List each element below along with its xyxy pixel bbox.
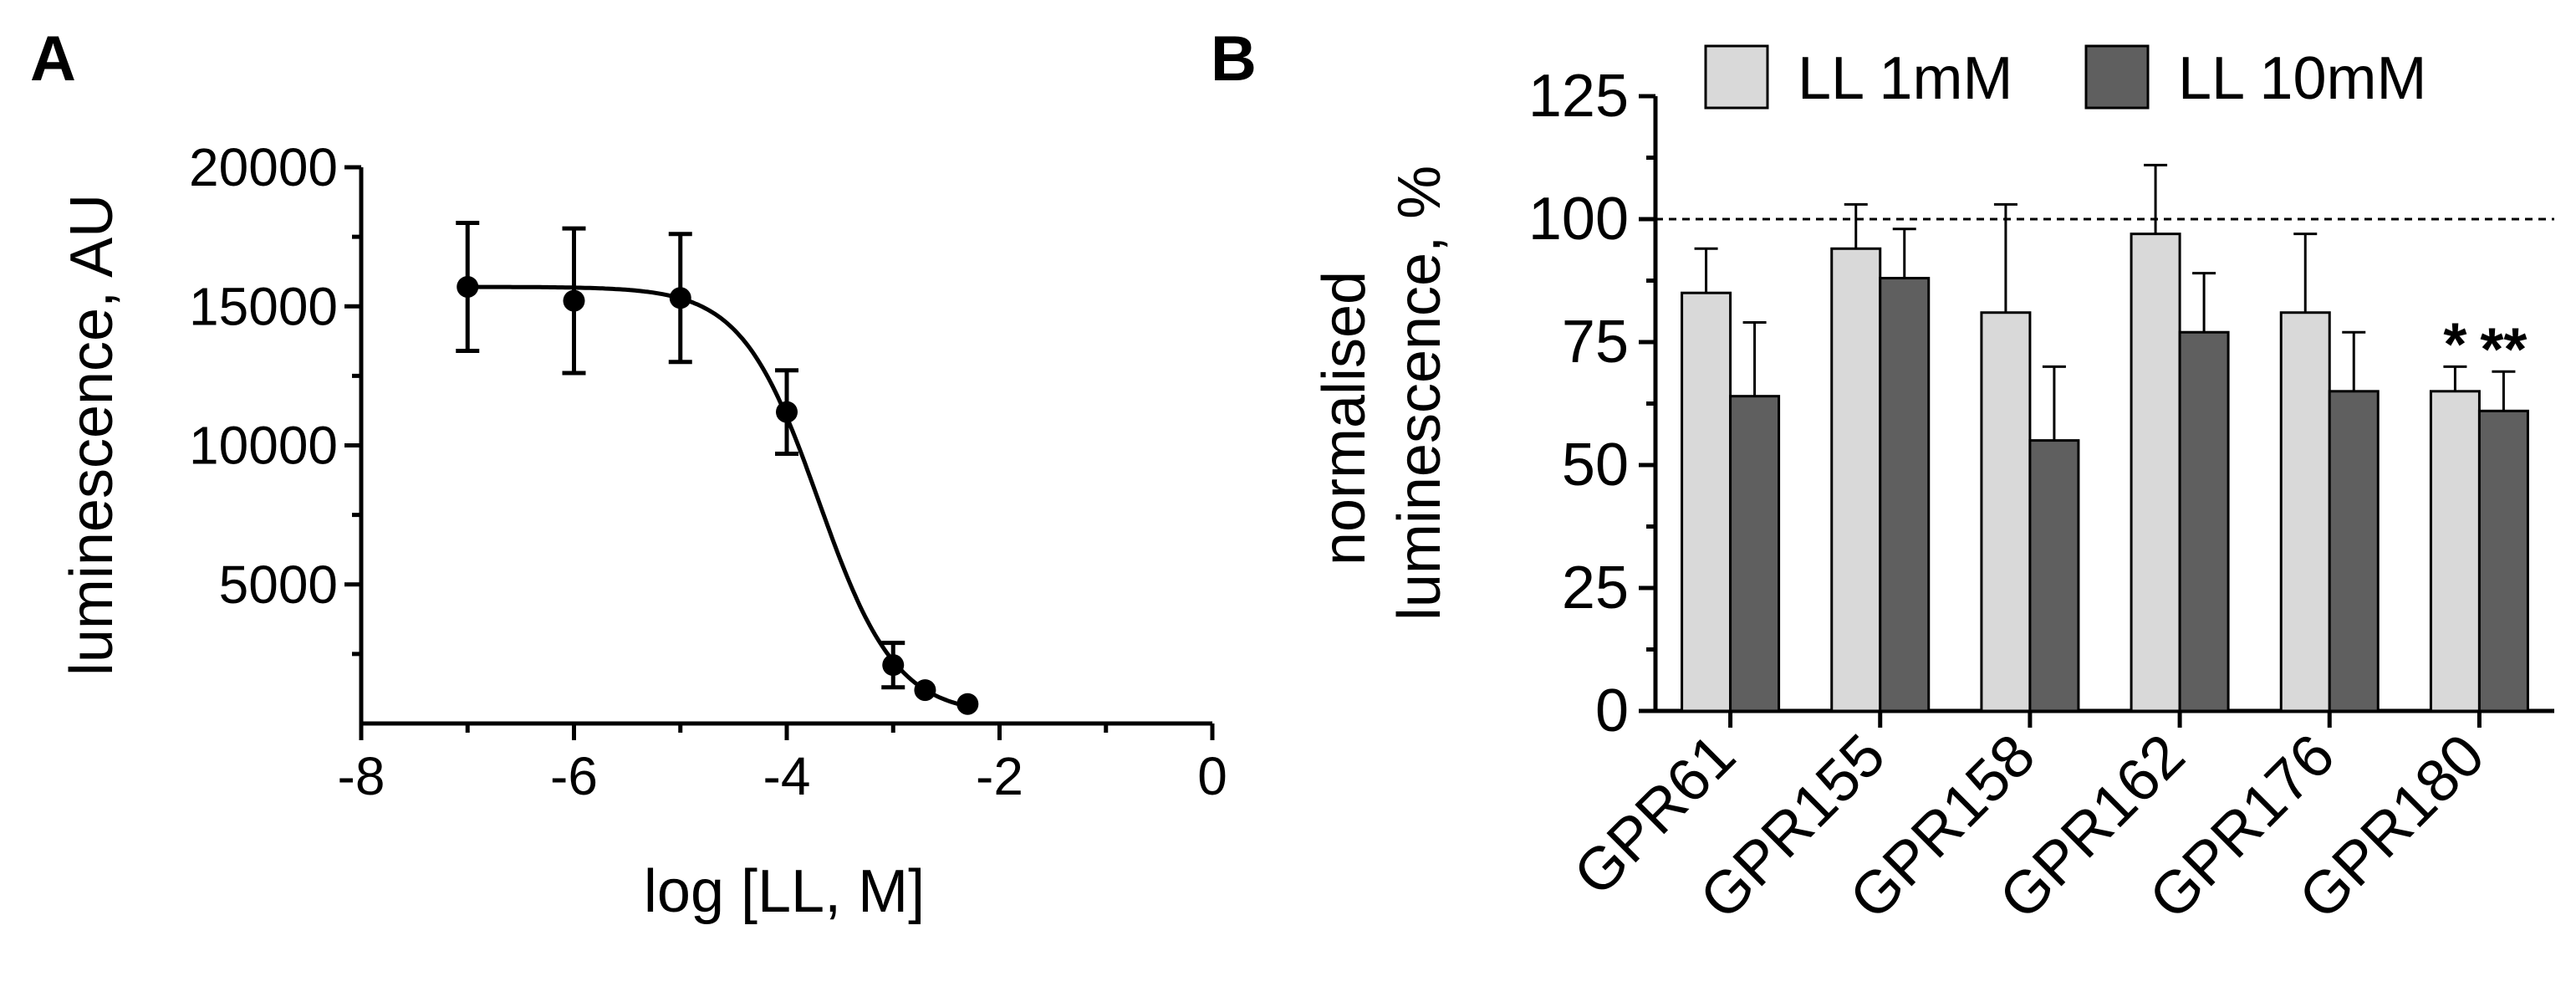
panel-b-bar [2429, 390, 2481, 713]
panel-a-data-point [956, 693, 979, 715]
panel-b-y-tick-label: 100 [1528, 186, 1629, 253]
panel-a-data-point [776, 401, 798, 423]
panel-a-x-tick-label: -6 [550, 746, 598, 806]
panel-b-y-axis-title-line-1: normalised [1311, 271, 1378, 565]
panel-b-bar [1681, 291, 1732, 713]
panel-b-bar [2279, 311, 2331, 713]
panel-a-y-tick-label: 10000 [189, 416, 338, 476]
panel-a-letter: A [30, 23, 76, 95]
panel-a-x-tick-label: 0 [1197, 746, 1227, 806]
panel-a-data-points [456, 221, 979, 715]
panel-a-x-tick-label: -4 [763, 746, 811, 806]
panel-b-legend-label: LL 1mM [1798, 45, 2012, 112]
panel-a-y-tick-label: 20000 [189, 137, 338, 197]
panel-b-bar [1830, 247, 1882, 713]
panel-a-fit-curve [467, 284, 968, 708]
panel-b-y-axis-title-line-2: luminescence, % [1386, 166, 1453, 621]
panel-a-data-point [914, 679, 936, 702]
panel-b: B 0 25 50 75 100 125 GPR61GPR155GPR158GPR162G… [1211, 23, 2554, 933]
panel-a-x-tick-label: -8 [338, 746, 385, 806]
panel-b-bar [1980, 311, 2032, 713]
panel-a-x-axis-title: log [LL, M] [644, 858, 925, 925]
panel-b-bar [2328, 390, 2380, 713]
panel-b-y-tick-label: 75 [1562, 309, 1629, 376]
panel-a-y-tick-label: 15000 [189, 276, 338, 336]
panel-b-legend: LL 1mM LL 10mM [1704, 44, 2426, 112]
panel-b-letter: B [1211, 23, 1257, 95]
panel-a-data-point [457, 275, 479, 298]
panel-b-axes [1653, 96, 2554, 713]
panel-a-x-tick-label: -2 [976, 746, 1023, 806]
panel-b-legend-label: LL 10mM [2178, 45, 2426, 112]
panel-b-bar [2130, 233, 2181, 713]
panel-a-fit-line [467, 284, 968, 708]
panel-a-y-axis-title: luminescence, AU [59, 194, 125, 676]
panel-b-y-tick-label: 125 [1528, 63, 1629, 130]
panel-a-data-point [882, 654, 905, 677]
panel-b-significance-marker: * [2443, 311, 2466, 378]
panel-b-bar [2477, 409, 2529, 713]
panel-a-y-tick-label: 5000 [219, 555, 338, 615]
panel-b-y-tick-label: 0 [1595, 677, 1629, 744]
panel-a-data-point [669, 287, 691, 309]
panel-b-y-tick-label: 25 [1562, 555, 1629, 621]
panel-a: A -8 -6 -4 -2 0 5000 10000 15000 20000 log [LL, … [30, 23, 1227, 925]
panel-b-bar [2028, 439, 2080, 713]
panel-b-bar [1729, 395, 1781, 713]
panel-a-data-point [563, 289, 585, 312]
panel-b-annotations: * ** [2443, 311, 2527, 383]
panel-b-ticks: 0 25 50 75 100 125 [1528, 63, 2482, 744]
panel-a-ticks: -8 -6 -4 -2 0 5000 10000 15000 20000 [189, 137, 1227, 806]
panel-b-bars [1681, 163, 2529, 713]
panel-b-bar [2178, 330, 2230, 713]
panel-b-legend-swatch [2084, 44, 2150, 110]
panel-b-significance-marker: ** [2480, 316, 2527, 383]
panel-b-y-tick-label: 50 [1562, 432, 1629, 498]
panel-b-bar [1879, 277, 1931, 713]
panel-b-legend-swatch [1704, 44, 1769, 110]
